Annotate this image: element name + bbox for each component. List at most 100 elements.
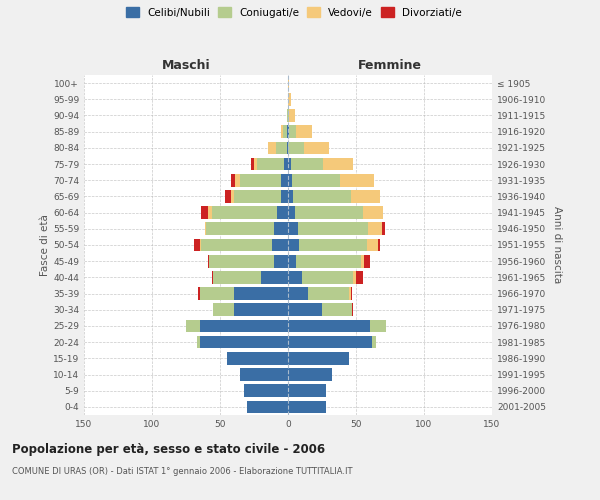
Bar	[274, 222, 288, 235]
Bar	[254, 158, 257, 170]
Bar	[288, 222, 298, 235]
Bar	[251, 158, 254, 170]
Bar	[353, 271, 356, 283]
Bar	[200, 238, 201, 252]
Bar	[268, 142, 276, 154]
Bar	[288, 190, 293, 202]
Bar	[322, 304, 352, 316]
Bar	[208, 206, 212, 219]
Bar	[277, 206, 288, 219]
Bar	[367, 238, 378, 252]
Bar	[288, 384, 326, 397]
Bar	[281, 190, 288, 202]
Y-axis label: Anni di nascita: Anni di nascita	[551, 206, 562, 284]
Bar	[288, 93, 291, 106]
Bar	[261, 271, 288, 283]
Bar	[283, 126, 287, 138]
Bar	[231, 174, 235, 186]
Bar	[382, 222, 385, 235]
Bar	[340, 174, 374, 186]
Bar	[288, 336, 373, 348]
Bar	[288, 320, 370, 332]
Bar	[288, 206, 295, 219]
Bar	[288, 288, 308, 300]
Bar	[257, 158, 284, 170]
Bar	[302, 271, 353, 283]
Bar	[200, 320, 288, 332]
Bar	[201, 238, 272, 252]
Bar	[349, 288, 350, 300]
Bar	[373, 336, 376, 348]
Bar	[276, 142, 287, 154]
Bar	[288, 77, 289, 90]
Bar	[212, 206, 277, 219]
Bar	[356, 271, 363, 283]
Bar	[272, 238, 288, 252]
Bar	[209, 255, 274, 268]
Bar	[287, 126, 288, 138]
Bar	[247, 400, 288, 413]
Bar	[231, 190, 233, 202]
Bar	[227, 352, 288, 364]
Bar	[292, 174, 340, 186]
Bar	[293, 190, 350, 202]
Bar	[288, 238, 299, 252]
Bar	[186, 320, 200, 332]
Bar	[296, 255, 361, 268]
Bar	[296, 126, 313, 138]
Bar	[244, 384, 288, 397]
Bar	[235, 174, 241, 186]
Bar	[208, 255, 209, 268]
Text: Maschi: Maschi	[161, 60, 211, 72]
Bar	[213, 271, 261, 283]
Bar	[289, 126, 296, 138]
Bar	[350, 288, 352, 300]
Bar	[274, 255, 288, 268]
Bar	[200, 288, 233, 300]
Bar	[288, 271, 302, 283]
Bar	[287, 142, 288, 154]
Text: Femmine: Femmine	[358, 60, 422, 72]
Bar	[289, 109, 295, 122]
Bar	[288, 352, 349, 364]
Bar	[212, 271, 213, 283]
Bar	[233, 304, 288, 316]
Bar	[201, 206, 208, 219]
Bar	[288, 368, 332, 381]
Bar	[198, 288, 200, 300]
Legend: Celibi/Nubili, Coniugati/e, Vedovi/e, Divorziati/e: Celibi/Nubili, Coniugati/e, Vedovi/e, Di…	[124, 5, 464, 20]
Bar	[288, 142, 304, 154]
Bar	[194, 238, 200, 252]
Text: Popolazione per età, sesso e stato civile - 2006: Popolazione per età, sesso e stato civil…	[12, 442, 325, 456]
Bar	[233, 190, 281, 202]
Bar	[298, 222, 368, 235]
Text: COMUNE DI URAS (OR) - Dati ISTAT 1° gennaio 2006 - Elaborazione TUTTITALIA.IT: COMUNE DI URAS (OR) - Dati ISTAT 1° genn…	[12, 468, 353, 476]
Bar	[364, 255, 370, 268]
Bar	[281, 126, 283, 138]
Bar	[370, 320, 386, 332]
Bar	[288, 255, 296, 268]
Bar	[288, 400, 326, 413]
Bar	[323, 158, 353, 170]
Bar	[206, 222, 274, 235]
Bar	[241, 174, 281, 186]
Bar	[308, 288, 349, 300]
Y-axis label: Fasce di età: Fasce di età	[40, 214, 50, 276]
Bar	[281, 174, 288, 186]
Bar	[288, 174, 292, 186]
Bar	[368, 222, 382, 235]
Bar	[363, 206, 383, 219]
Bar	[291, 158, 323, 170]
Bar	[287, 109, 288, 122]
Bar	[233, 288, 288, 300]
Bar	[295, 206, 363, 219]
Bar	[205, 222, 206, 235]
Bar	[288, 304, 322, 316]
Bar	[350, 190, 380, 202]
Bar	[200, 336, 288, 348]
Bar	[213, 304, 233, 316]
Bar	[288, 158, 291, 170]
Bar	[304, 142, 329, 154]
Bar	[361, 255, 364, 268]
Bar	[241, 368, 288, 381]
